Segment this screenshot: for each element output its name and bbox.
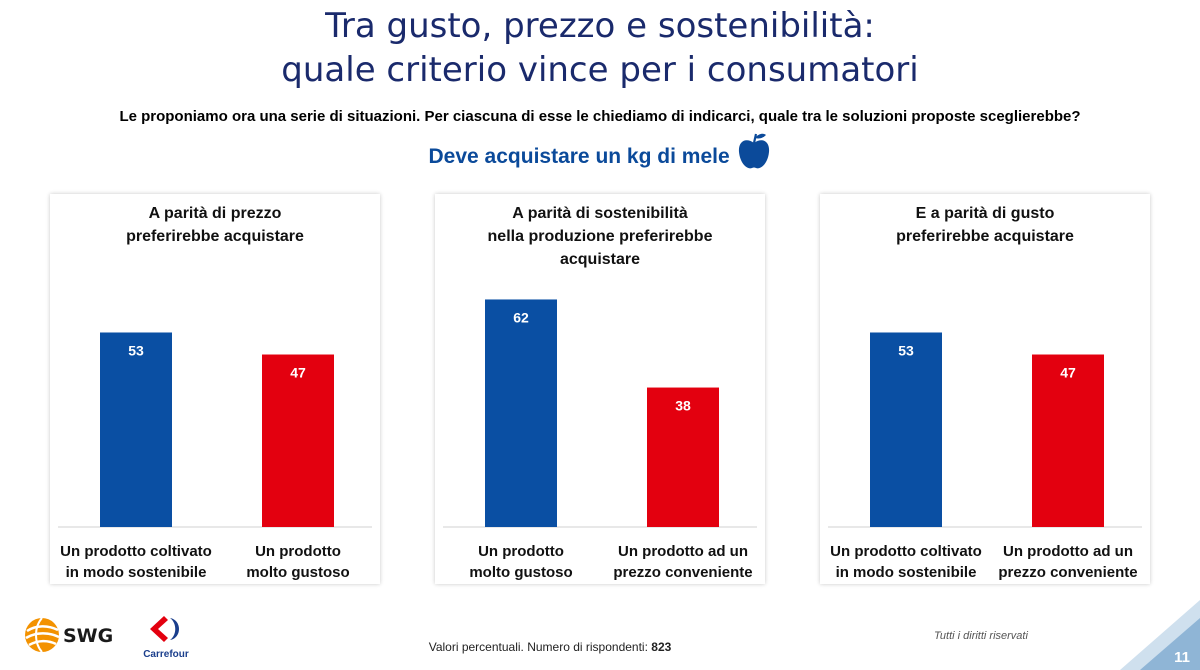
chart-title: E a parità di gusto preferirebbe acquist…: [896, 205, 1074, 245]
page-title: Tra gusto, prezzo e sostenibilità: quale…: [0, 4, 1200, 92]
respondents-count: 823: [651, 640, 672, 654]
bar-chart-price: 53 Un prodotto coltivato in modo sostenibi…: [58, 332, 372, 581]
chart-panel-price: A parità di prezzo preferirebbe acquista…: [50, 194, 380, 584]
data-label: 53: [898, 342, 914, 358]
chart-title: A parità di prezzo preferirebbe acquista…: [126, 205, 304, 245]
footer-note-text: Valori percentuali. Numero di rispondent…: [428, 640, 652, 654]
data-label: 38: [675, 398, 691, 414]
swg-logo-icon: [25, 617, 60, 653]
carrefour-logo-icon: [150, 616, 179, 642]
data-label: 47: [1060, 365, 1076, 381]
carrefour-logo: Carrefour: [136, 612, 196, 660]
apple-icon: [739, 133, 770, 169]
category-label: Un prodotto ad un prezzo conveniente: [998, 543, 1137, 581]
bar-chart-taste: 53 Un prodotto coltivato in modo sostenibi…: [828, 332, 1142, 581]
rights-reserved: Tutti i diritti riservati: [934, 630, 1028, 642]
title-line-2: quale criterio vince per i consumatori: [281, 50, 919, 90]
category-label: Un prodotto coltivato in modo sostenibile: [60, 543, 212, 581]
scenario-heading: Deve acquistare un kg di mele: [0, 131, 1200, 171]
data-label: 62: [513, 309, 529, 325]
category-label: Un prodotto molto gustoso: [469, 543, 572, 581]
title-line-1: Tra gusto, prezzo e sostenibilità:: [325, 6, 875, 46]
swg-logo-text: SWG: [63, 625, 114, 647]
bar: [870, 332, 942, 527]
scenario-text: Deve acquistare un kg di mele: [428, 145, 730, 168]
bar: [1032, 354, 1104, 527]
bar-chart-sustainability: 62 Un prodotto molto gustoso 38 Un prodotto …: [443, 299, 757, 581]
category-label: Un prodotto coltivato in modo sostenibile: [830, 543, 982, 581]
bar: [647, 387, 719, 527]
bar: [485, 299, 557, 527]
chart-panel-taste: E a parità di gusto preferirebbe acquist…: [820, 194, 1150, 584]
page-number: 11: [1174, 649, 1190, 666]
carrefour-logo-text: Carrefour: [143, 649, 189, 660]
survey-question: Le proponiamo ora una serie di situazion…: [119, 108, 1081, 125]
category-label: Un prodotto ad un prezzo conveniente: [613, 543, 752, 581]
footer-note: Valori percentuali. Numero di rispondent…: [0, 640, 1100, 654]
page-number-badge: 11: [1120, 600, 1200, 670]
bar: [262, 354, 334, 527]
chart-panel-sustainability: A parità di sostenibilità nella produzio…: [435, 194, 765, 584]
category-label: Un prodotto molto gustoso: [246, 543, 349, 581]
data-label: 53: [128, 342, 144, 358]
bar: [100, 332, 172, 527]
chart-title: A parità di sostenibilità nella produzio…: [487, 205, 713, 268]
data-label: 47: [290, 365, 306, 381]
